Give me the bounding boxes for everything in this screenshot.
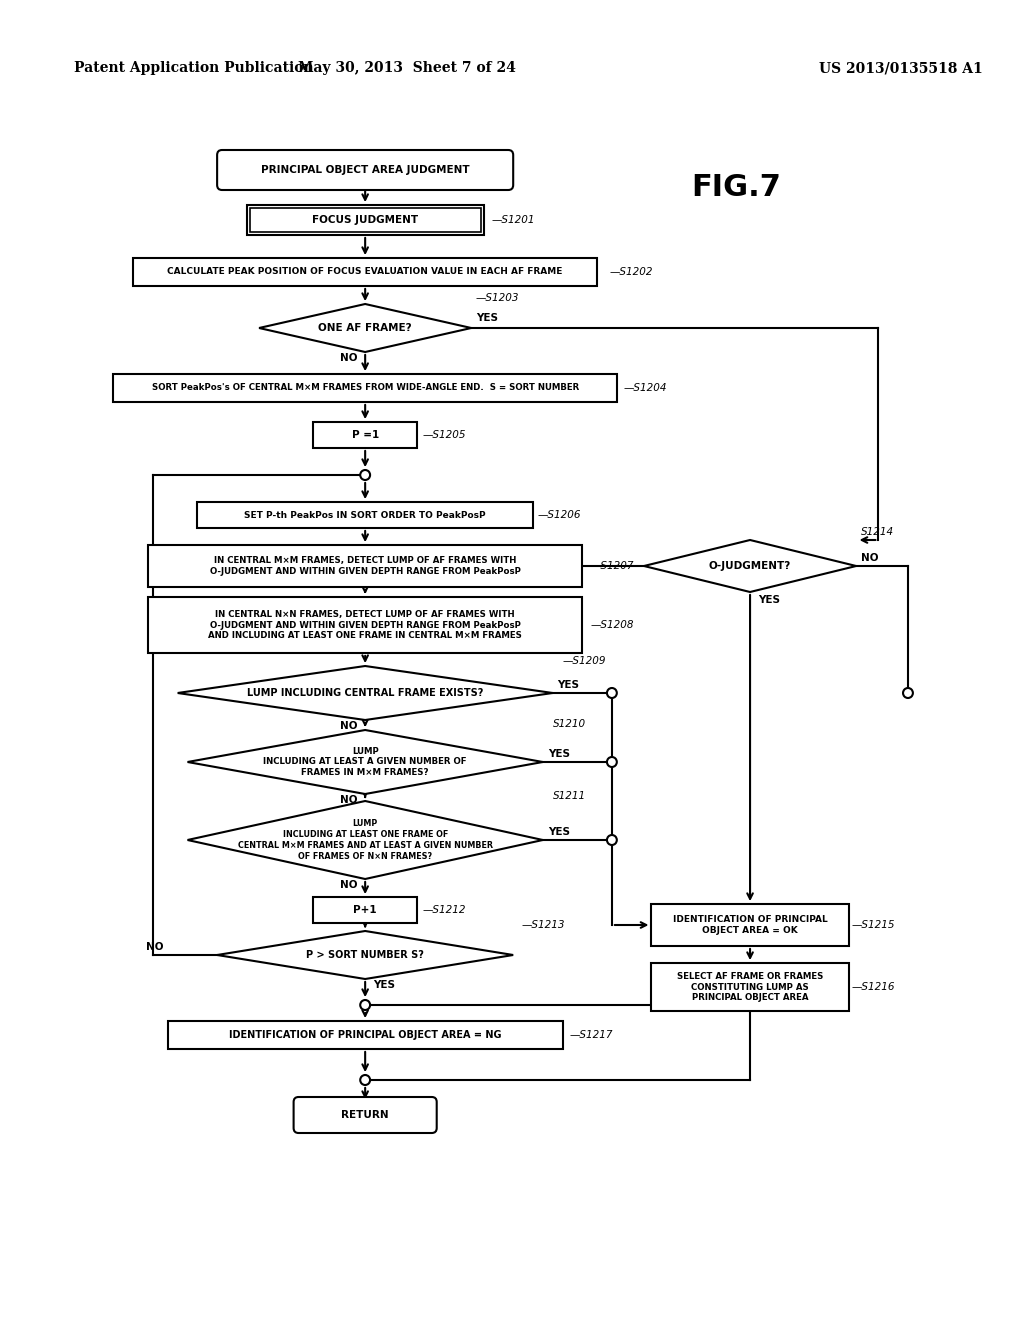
Bar [247, 205, 483, 235]
Text: —S1215: —S1215 [852, 920, 895, 931]
Bar [313, 422, 417, 447]
Text: YES: YES [758, 595, 780, 605]
Text: PRINCIPAL OBJECT AREA JUDGMENT: PRINCIPAL OBJECT AREA JUDGMENT [261, 165, 469, 176]
Circle shape [360, 1001, 370, 1010]
Text: FIG.7: FIG.7 [691, 173, 780, 202]
Text: YES: YES [548, 748, 569, 759]
Bar [148, 597, 583, 653]
Text: NO: NO [340, 721, 357, 731]
Text: NO: NO [860, 553, 879, 564]
Circle shape [360, 1074, 370, 1085]
Text: —S1217: —S1217 [569, 1030, 613, 1040]
Text: P > SORT NUMBER S?: P > SORT NUMBER S? [306, 950, 424, 960]
Polygon shape [187, 801, 543, 879]
FancyBboxPatch shape [294, 1097, 436, 1133]
Text: NO: NO [146, 942, 164, 952]
Circle shape [607, 756, 616, 767]
Circle shape [607, 836, 616, 845]
Polygon shape [177, 667, 553, 719]
Bar [651, 964, 849, 1011]
Text: —S1202: —S1202 [610, 267, 653, 277]
Bar [148, 545, 583, 587]
Text: —S1205: —S1205 [422, 430, 466, 440]
Text: ONE AF FRAME?: ONE AF FRAME? [318, 323, 412, 333]
Text: —S1212: —S1212 [422, 906, 466, 915]
Text: SET P-th PeakPos IN SORT ORDER TO PeakPosP: SET P-th PeakPos IN SORT ORDER TO PeakPo… [245, 511, 486, 520]
Text: NO: NO [340, 880, 357, 890]
Text: YES: YES [476, 313, 498, 323]
Text: SELECT AF FRAME OR FRAMES
CONSTITUTING LUMP AS
PRINCIPAL OBJECT AREA: SELECT AF FRAME OR FRAMES CONSTITUTING L… [677, 972, 823, 1002]
Text: —S1206: —S1206 [538, 510, 582, 520]
Text: IDENTIFICATION OF PRINCIPAL OBJECT AREA = NG: IDENTIFICATION OF PRINCIPAL OBJECT AREA … [229, 1030, 502, 1040]
FancyBboxPatch shape [217, 150, 513, 190]
Text: YES: YES [558, 680, 580, 690]
Text: —S1208: —S1208 [590, 620, 634, 630]
Text: Patent Application Publication: Patent Application Publication [74, 61, 313, 75]
Text: IN CENTRAL N×N FRAMES, DETECT LUMP OF AF FRAMES WITH
O-JUDGMENT AND WITHIN GIVEN: IN CENTRAL N×N FRAMES, DETECT LUMP OF AF… [208, 610, 522, 640]
Circle shape [607, 688, 616, 698]
Bar [168, 1020, 562, 1049]
Text: FOCUS JUDGMENT: FOCUS JUDGMENT [312, 215, 418, 224]
Circle shape [360, 470, 370, 480]
Text: —S1209: —S1209 [562, 656, 606, 667]
Text: —S1203: —S1203 [476, 293, 519, 304]
Text: YES: YES [548, 828, 569, 837]
Text: S1211: S1211 [553, 791, 586, 801]
Bar [250, 209, 480, 232]
Circle shape [903, 688, 912, 698]
Text: LUMP
INCLUDING AT LEAST A GIVEN NUMBER OF
FRAMES IN M×M FRAMES?: LUMP INCLUDING AT LEAST A GIVEN NUMBER O… [263, 747, 467, 777]
Text: CALCULATE PEAK POSITION OF FOCUS EVALUATION VALUE IN EACH AF FRAME: CALCULATE PEAK POSITION OF FOCUS EVALUAT… [168, 268, 563, 276]
Text: S1210: S1210 [553, 719, 586, 729]
Text: SORT PeakPos's OF CENTRAL M×M FRAMES FROM WIDE-ANGLE END.  S = SORT NUMBER: SORT PeakPos's OF CENTRAL M×M FRAMES FRO… [152, 384, 579, 392]
Text: RETURN: RETURN [341, 1110, 389, 1119]
Text: May 30, 2013  Sheet 7 of 24: May 30, 2013 Sheet 7 of 24 [298, 61, 515, 75]
Bar [133, 257, 597, 286]
Text: P =1: P =1 [351, 430, 379, 440]
Bar [198, 502, 532, 528]
Text: —S1207: —S1207 [590, 561, 634, 572]
Text: LUMP INCLUDING CENTRAL FRAME EXISTS?: LUMP INCLUDING CENTRAL FRAME EXISTS? [247, 688, 483, 698]
Text: —S1216: —S1216 [852, 982, 895, 993]
Bar [313, 898, 417, 923]
Text: IDENTIFICATION OF PRINCIPAL
OBJECT AREA = OK: IDENTIFICATION OF PRINCIPAL OBJECT AREA … [673, 915, 827, 935]
Polygon shape [259, 304, 471, 352]
Polygon shape [217, 931, 513, 979]
Text: IN CENTRAL M×M FRAMES, DETECT LUMP OF AF FRAMES WITH
O-JUDGMENT AND WITHIN GIVEN: IN CENTRAL M×M FRAMES, DETECT LUMP OF AF… [210, 556, 520, 576]
Text: —S1213: —S1213 [521, 920, 564, 931]
Bar [114, 374, 616, 403]
Polygon shape [644, 540, 856, 591]
Bar [651, 904, 849, 946]
Text: S1214: S1214 [860, 527, 894, 537]
Text: YES: YES [373, 979, 395, 990]
Text: O-JUDGMENT?: O-JUDGMENT? [709, 561, 792, 572]
Text: —S1201: —S1201 [492, 215, 535, 224]
Text: P+1: P+1 [353, 906, 377, 915]
Polygon shape [187, 730, 543, 795]
Text: US 2013/0135518 A1: US 2013/0135518 A1 [819, 61, 983, 75]
Text: —S1204: —S1204 [624, 383, 668, 393]
Text: NO: NO [340, 352, 357, 363]
Text: LUMP
INCLUDING AT LEAST ONE FRAME OF
CENTRAL M×M FRAMES AND AT LEAST A GIVEN NUM: LUMP INCLUDING AT LEAST ONE FRAME OF CEN… [238, 820, 493, 861]
Text: NO: NO [340, 795, 357, 805]
